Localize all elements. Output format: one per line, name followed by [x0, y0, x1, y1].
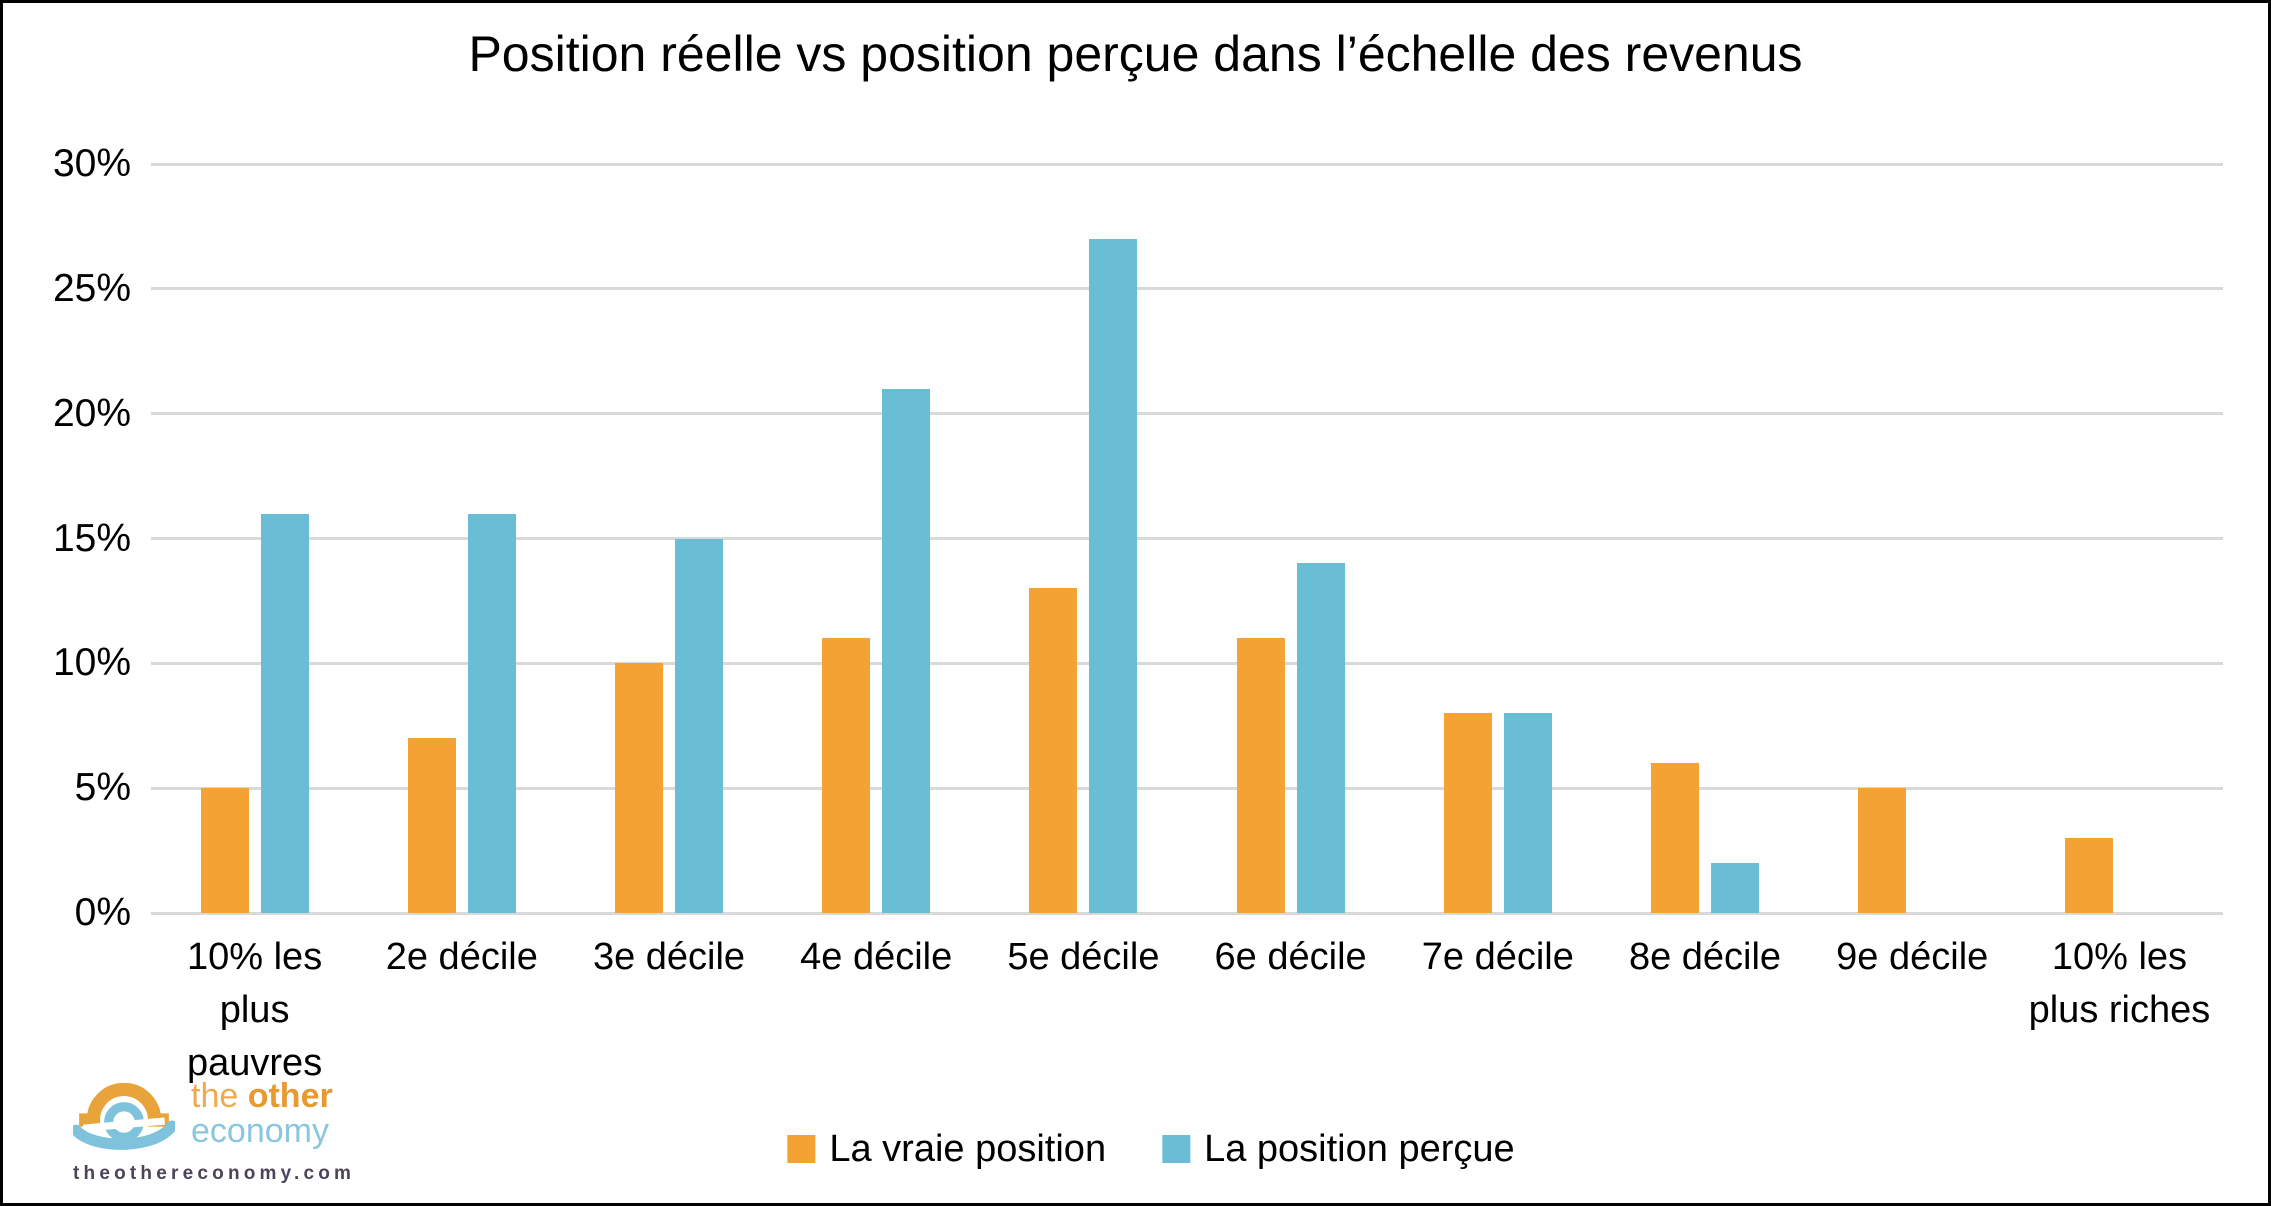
logo-row: the other economy [73, 1079, 373, 1155]
bar-group-4 [773, 164, 980, 913]
logo-word-the: the [191, 1077, 248, 1115]
logo-word-other: other [247, 1077, 333, 1115]
x-category-label: 10% les plus riches [2028, 936, 2211, 1031]
bar [200, 788, 249, 913]
x-category-label: 3e décile [592, 936, 746, 978]
bar [260, 513, 309, 913]
logo-word-economy: economy [191, 1112, 329, 1150]
logo-website-url: theothereconomy.com [73, 1163, 356, 1184]
y-tick-label: 15% [52, 516, 131, 560]
x-category-label: 7e décile [1421, 936, 1574, 978]
chart-title: Position réelle vs position perçue dans … [468, 26, 1803, 82]
bar [1236, 638, 1285, 913]
gridline-15% [151, 537, 2223, 540]
y-tick-label: 5% [74, 766, 131, 810]
bridge-wave-logo-icon [73, 1083, 175, 1150]
y-tick-label: 30% [52, 142, 131, 185]
bar-group-10 [2016, 164, 2223, 913]
gridline-5% [151, 786, 2223, 790]
bar-group-3 [565, 164, 772, 913]
gridline-0% [151, 911, 2223, 915]
bar-group-7 [1394, 164, 1601, 913]
bar-group-2 [358, 164, 565, 913]
plot-area [151, 162, 2223, 915]
x-category-label: 4e décile [800, 936, 953, 978]
y-tick-label: 10% [52, 641, 131, 685]
logo-wordmark: the other economy [191, 1079, 333, 1149]
bar [467, 513, 516, 913]
x-category-label: 5e décile [1007, 936, 1160, 978]
x-category-label: 8e décile [1628, 936, 1782, 978]
legend: La vraie position La position perçue [787, 1127, 1515, 1171]
gridline-30% [151, 162, 2223, 166]
x-category-label: 10% les plus pauvres [187, 936, 323, 1084]
bar [1443, 713, 1492, 913]
x-axis: 10% les plus pauvres 2e décile 3e décile 4e… [151, 931, 2223, 1090]
bar [1503, 713, 1552, 913]
bar [675, 538, 723, 913]
legend-swatch-vraie-position [787, 1135, 816, 1163]
legend-swatch-position-percue [1162, 1135, 1191, 1163]
gridline-10% [151, 661, 2223, 665]
bar-group-1 [151, 164, 358, 913]
bar [2065, 838, 2114, 913]
bar-group-8 [1601, 164, 1808, 913]
bars-container [151, 164, 2223, 913]
bar-group-9 [1809, 164, 2016, 913]
bar-group-5 [980, 164, 1187, 913]
bar [822, 638, 871, 913]
bar-group-6 [1187, 164, 1394, 913]
bar [1029, 588, 1078, 913]
bar [1711, 863, 1760, 913]
legend-label: La position perçue [1204, 1128, 1515, 1170]
bar [882, 388, 931, 913]
y-tick-label: 25% [52, 266, 131, 310]
bar [1858, 788, 1907, 913]
y-tick-label: 20% [52, 391, 131, 435]
legend-item-vraie-position: La vraie position [787, 1127, 1106, 1171]
x-category-label: 9e décile [1836, 936, 1989, 978]
bar [407, 738, 456, 913]
y-tick-label: 0% [74, 891, 131, 934]
legend-item-position-percue: La position perçue [1162, 1127, 1515, 1171]
x-category-label: 6e décile [1214, 936, 1367, 978]
the-other-economy-logo: the other economy theothereconomy.com [73, 1079, 373, 1185]
legend-label: La vraie position [829, 1128, 1107, 1170]
y-axis: 0% 5% 10% 15% 20% 25% 30% [21, 142, 131, 934]
gridline-25% [151, 287, 2223, 291]
gridline-20% [151, 412, 2223, 416]
x-category-label: 2e décile [385, 936, 538, 978]
bar [615, 663, 663, 913]
bar [1089, 238, 1138, 913]
bar [1651, 763, 1700, 913]
bar [1296, 563, 1345, 913]
